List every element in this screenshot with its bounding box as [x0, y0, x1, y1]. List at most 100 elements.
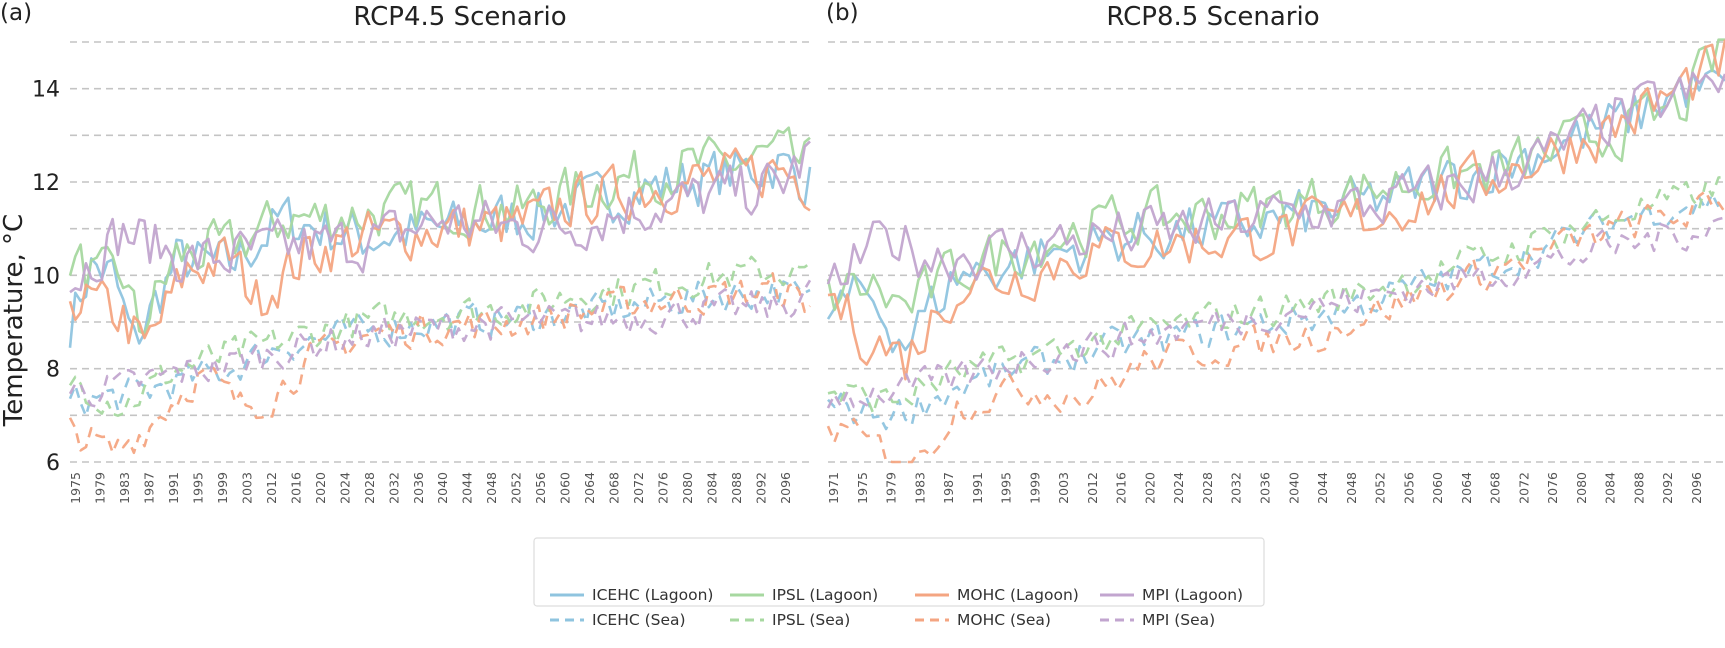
x-tick-label: 2044: [460, 472, 475, 504]
x-tick-label: 2040: [1286, 472, 1301, 504]
x-tick-label: 2056: [1401, 472, 1416, 504]
legend-label: MOHC (Lagoon): [957, 586, 1079, 604]
x-tick-label: 2024: [337, 472, 352, 504]
legend-entry: MOHC (Lagoon): [915, 586, 1079, 604]
x-tick-label: 2036: [1258, 472, 1273, 504]
x-tick-label: 2036: [411, 472, 426, 504]
legend-label: IPSL (Sea): [772, 611, 850, 629]
y-tick-label: 10: [32, 264, 60, 289]
series-line-mpi-lagoon: [826, 71, 1725, 286]
x-tick-label: 1979: [92, 472, 107, 504]
series-layer: [68, 126, 812, 455]
x-tick-label: 2080: [680, 472, 695, 504]
legend-frame: [533, 537, 1265, 607]
y-tick-labels: 6 8 10 12 14: [32, 78, 60, 476]
x-tick-label: 1979: [884, 472, 899, 504]
x-tick-label: 1999: [1027, 472, 1042, 504]
x-tick-label: 2080: [1574, 472, 1589, 504]
x-tick-label: 2048: [1344, 472, 1359, 504]
x-tick-label: 2064: [1459, 472, 1474, 504]
legend-entry: IPSL (Sea): [730, 611, 850, 629]
series-line-mpi-lagoon: [69, 140, 811, 294]
x-tick-label: 2044: [1315, 472, 1330, 504]
x-tick-label: 2016: [1114, 472, 1129, 504]
x-tick-label: 2096: [778, 472, 793, 504]
y-axis-label-layer: Temperature, °C: [0, 214, 29, 427]
series-line-mpi-sea: [68, 279, 812, 408]
x-tick-label: 2028: [1200, 472, 1215, 504]
panel-b: RCP8.5 Scenario(b)1971 1975 1979 1983 1987 19…: [826, 0, 1725, 504]
x-tick-label: 2028: [362, 472, 377, 504]
legend-entry: MPI (Sea): [1100, 611, 1215, 629]
x-tick-label: 2024: [1171, 472, 1186, 504]
x-tick-label: 1983: [912, 472, 927, 504]
legend-label: ICEHC (Sea): [592, 611, 686, 629]
x-tick-label: 2012: [264, 472, 279, 504]
x-tick-label: 2096: [1689, 472, 1704, 504]
x-tick-label: 2092: [1660, 472, 1675, 504]
x-tick-label: 2072: [631, 472, 646, 504]
series-line-mohc-lagoon: [68, 147, 811, 345]
series-line-icehc-sea: [827, 192, 1725, 431]
x-tick-label: 1995: [190, 472, 205, 504]
x-tick-label: 2052: [509, 472, 524, 504]
legend-label: MOHC (Sea): [957, 611, 1051, 629]
x-tick-label: 2076: [656, 472, 671, 504]
x-tick-label: 2084: [1603, 472, 1618, 504]
x-tick-label: 2064: [582, 472, 597, 504]
x-tick-label: 2084: [705, 472, 720, 504]
x-tick-label: 1987: [141, 472, 156, 504]
x-tick-label: 2060: [558, 472, 573, 504]
x-tick-label: 2092: [754, 472, 769, 504]
x-tick-label: 2056: [533, 472, 548, 504]
x-tick-label: 2020: [313, 472, 328, 504]
series-layer: [826, 38, 1725, 464]
panel-title: RCP8.5 Scenario: [1106, 2, 1319, 32]
legend-label: ICEHC (Lagoon): [592, 586, 713, 604]
x-tick-label: 2060: [1430, 472, 1445, 504]
x-tick-label: 2003: [1056, 472, 1071, 504]
x-tick-label: 2088: [729, 472, 744, 504]
y-axis-label: Temperature, °C: [0, 214, 29, 427]
legend: ICEHC (Lagoon) IPSL (Lagoon) MOHC (Lagoon)…: [533, 537, 1265, 629]
x-tick-label: 1975: [855, 472, 870, 504]
x-tick-label: 2032: [1229, 472, 1244, 504]
x-tick-label: 1987: [941, 472, 956, 504]
panel-tag: (b): [826, 0, 859, 26]
x-tick-label: 2032: [386, 472, 401, 504]
series-line-icehc-sea: [68, 279, 811, 418]
x-tick-label: 2020: [1142, 472, 1157, 504]
legend-label: IPSL (Lagoon): [772, 586, 878, 604]
x-tick-label: 1995: [999, 472, 1014, 504]
x-tick-label: 2072: [1516, 472, 1531, 504]
series-line-ipsl-sea: [68, 255, 811, 417]
x-tick-label: 2003: [239, 472, 254, 504]
x-tick-label: 2016: [288, 472, 303, 504]
x-tick-label: 2088: [1631, 472, 1646, 504]
y-tick-label: 14: [32, 78, 60, 103]
x-tick-label: 2048: [484, 472, 499, 504]
legend-entry: MPI (Lagoon): [1100, 586, 1243, 604]
panel-title: RCP4.5 Scenario: [353, 2, 566, 32]
series-line-mohc-sea: [826, 189, 1725, 464]
panel-tag: (a): [0, 0, 32, 26]
y-tick-label: 6: [46, 451, 60, 476]
x-tick-labels: 1971 1975 1979 1983 1987 1991 1995 1999 2003 2012…: [826, 472, 1704, 504]
x-tick-label: 2012: [1085, 472, 1100, 504]
x-tick-label: 2076: [1545, 472, 1560, 504]
legend-entry: IPSL (Lagoon): [730, 586, 878, 604]
legend-entry: ICEHC (Lagoon): [550, 586, 713, 604]
x-tick-label: 2052: [1373, 472, 1388, 504]
x-tick-label: 2040: [435, 472, 450, 504]
legend-entry: ICEHC (Sea): [550, 611, 686, 629]
x-tick-label: 2068: [607, 472, 622, 504]
legend-label: MPI (Sea): [1142, 611, 1215, 629]
series-line-mpi-sea: [826, 216, 1725, 409]
y-tick-label: 8: [46, 358, 60, 383]
x-tick-label: 1975: [68, 472, 83, 504]
x-tick-label: 1991: [166, 472, 181, 504]
x-tick-label: 1999: [215, 472, 230, 504]
